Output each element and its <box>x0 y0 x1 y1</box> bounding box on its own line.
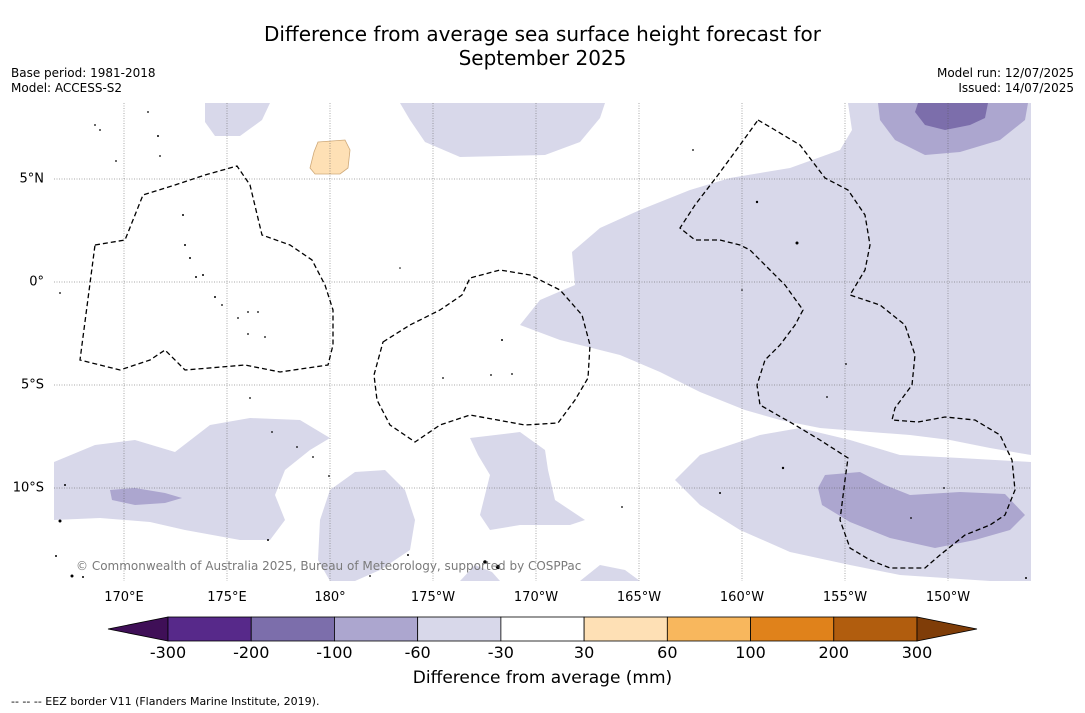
colorbar-segment <box>250 616 335 642</box>
colorbar-segment <box>334 616 419 642</box>
colorbar-label: Difference from average (mm) <box>412 668 673 688</box>
issued-date: Issued: 14/07/2025 <box>958 81 1074 95</box>
anomaly-plus-30-region <box>309 139 351 175</box>
lon-label-170e: 170°E <box>104 590 144 605</box>
colorbar <box>107 616 978 642</box>
lat-label-5n: 5°N <box>19 171 45 187</box>
colorbar-segment <box>833 616 918 642</box>
colorbar-tick-label: -300 <box>149 643 187 662</box>
colorbar-tick-label: 60 <box>657 643 678 662</box>
eez-borders <box>79 119 1016 569</box>
colorbar-tick-label: 300 <box>901 643 933 662</box>
anomaly-fields <box>54 103 1031 581</box>
gridlines <box>54 103 1031 581</box>
eez-legend: -- -- -- EEZ border V11 (Flanders Marine… <box>11 695 320 708</box>
colorbar-tick-label: 30 <box>573 643 595 662</box>
lon-label-175e: 175°E <box>207 590 247 605</box>
colorbar-extend-low <box>107 616 169 642</box>
meta-left: Base period: 1981-2018 Model: ACCESS-S2 <box>11 66 156 96</box>
colorbar-tick-label: -100 <box>316 643 353 662</box>
lat-label-10s: 10°S <box>12 480 44 496</box>
anomaly-minus-60-region <box>110 103 1028 548</box>
colorbar-segment <box>417 616 502 642</box>
colorbar-tick-label: -200 <box>233 643 270 662</box>
islands <box>55 111 1027 579</box>
lat-label-5s: 5°S <box>20 377 44 393</box>
colorbar-segment <box>500 616 585 642</box>
anomaly-minus-100-region <box>915 103 988 130</box>
model-run: Model run: 12/07/2025 <box>936 66 1074 80</box>
colorbar-tick-label: 200 <box>818 643 850 662</box>
colorbar-segment <box>583 616 668 642</box>
lon-label-160w: 160°W <box>719 590 765 605</box>
title-line-2: September 2025 <box>458 46 627 70</box>
map-title: Difference from average sea surface heig… <box>0 22 1085 70</box>
lon-label-155w: 155°W <box>822 590 868 605</box>
lon-label-170w: 170°W <box>513 590 559 605</box>
colorbar-segment <box>666 616 751 642</box>
model-name: Model: ACCESS-S2 <box>11 81 123 95</box>
lon-label-165w: 165°W <box>616 590 662 605</box>
base-period: Base period: 1981-2018 <box>11 66 156 80</box>
colorbar-tick-label: -60 <box>404 643 431 662</box>
title-line-1: Difference from average sea surface heig… <box>263 22 822 46</box>
colorbar-extend-high <box>916 616 978 642</box>
meta-right: Model run: 12/07/2025 Issued: 14/07/2025 <box>937 66 1074 96</box>
lon-label-180: 180° <box>314 590 346 605</box>
colorbar-tick-label: 100 <box>735 643 766 662</box>
lon-label-150w: 150°W <box>925 590 971 605</box>
colorbar-tick-label: -30 <box>487 643 514 662</box>
lon-label-175w: 175°W <box>410 590 456 605</box>
copyright-notice: © Commonwealth of Australia 2025, Bureau… <box>76 559 582 573</box>
colorbar-segment <box>167 616 252 642</box>
colorbar-segment <box>750 616 835 642</box>
lat-label-0: 0° <box>29 274 44 290</box>
